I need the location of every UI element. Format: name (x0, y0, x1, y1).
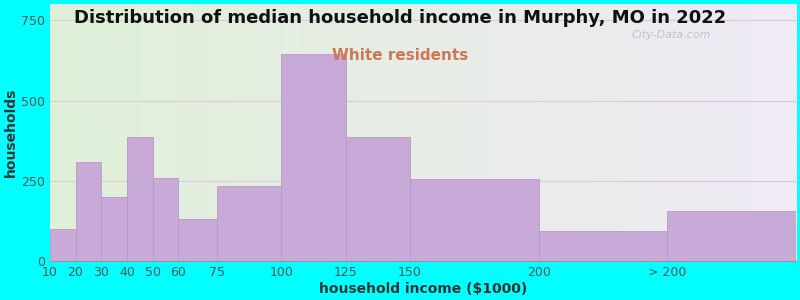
Bar (102, 197, 127, 261)
Bar (50, 229, 75, 261)
Bar (667, 212, 796, 261)
Y-axis label: households: households (4, 88, 18, 177)
X-axis label: household income ($1000): household income ($1000) (318, 282, 527, 296)
Text: City-Data.com: City-Data.com (632, 30, 711, 40)
Bar (178, 219, 217, 261)
Bar (346, 137, 410, 261)
Bar (127, 137, 153, 261)
Bar (153, 178, 178, 261)
Bar (538, 231, 667, 261)
Text: Distribution of median household income in Murphy, MO in 2022: Distribution of median household income … (74, 9, 726, 27)
Bar (217, 186, 282, 261)
Bar (410, 179, 538, 261)
Bar (75, 162, 102, 261)
Text: White residents: White residents (332, 48, 468, 63)
Bar (282, 54, 346, 261)
